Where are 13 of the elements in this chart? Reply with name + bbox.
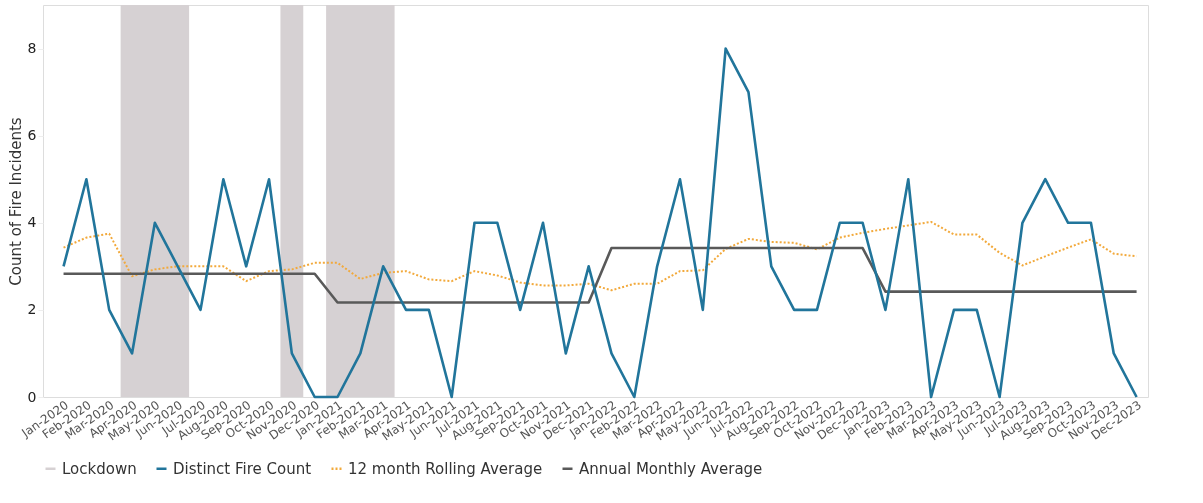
legend-label: Annual Monthly Average [579,459,763,478]
y-tick-label: 8 [27,40,37,57]
y-tick-label: 0 [27,388,37,405]
line-series [62,220,1138,292]
legend-label: Lockdown [62,459,137,478]
y-tick-label: 6 [27,127,37,144]
legend-label: 12 month Rolling Average [348,459,543,478]
y-axis-title: Count of Fire Incidents [6,117,25,286]
legend-label: Distinct Fire Count [173,459,312,478]
y-tick-label: 2 [27,301,37,318]
line-series [62,246,1138,304]
line-series [62,47,1138,399]
y-tick-label: 4 [27,214,37,231]
